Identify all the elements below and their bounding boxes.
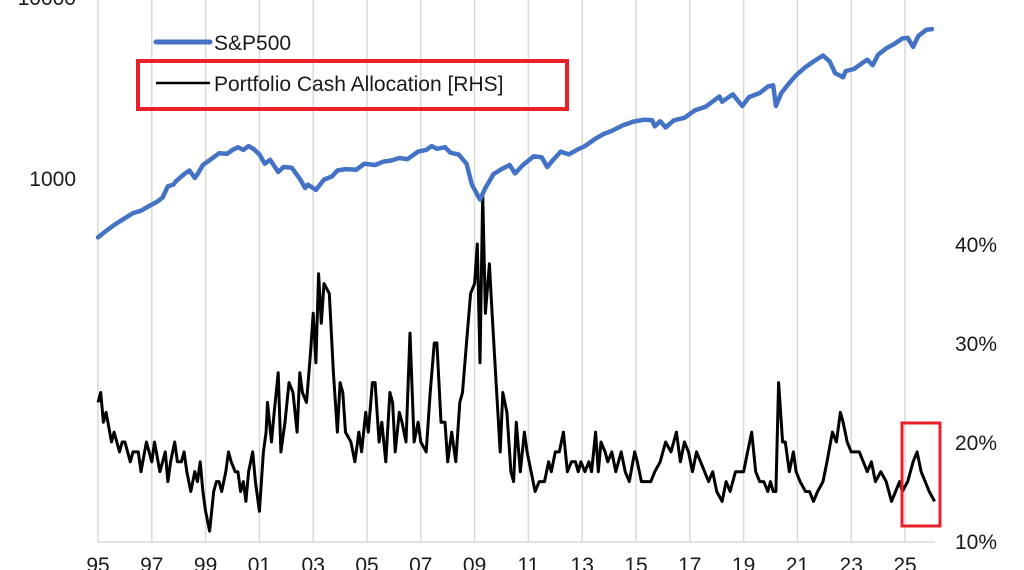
x-tick-label: 15 xyxy=(624,554,647,570)
legend: S&P500 Portfolio Cash Allocation [RHS] xyxy=(153,32,503,96)
series-line-sp500 xyxy=(95,26,935,240)
series-line-portfolio-cash-allocation xyxy=(96,193,936,533)
x-tick-label: 03 xyxy=(302,554,325,570)
x-tick-label: 19 xyxy=(732,554,755,570)
legend-label-portfolio-cash: Portfolio Cash Allocation [RHS] xyxy=(214,73,503,96)
right-axis-tick-labels: 40% 30% 20% 10% xyxy=(955,234,997,554)
x-tick-label: 95 xyxy=(86,554,109,570)
x-tick-label: 09 xyxy=(463,554,486,570)
x-tick-label: 25 xyxy=(893,554,916,570)
highlight-box-legend xyxy=(136,59,569,111)
x-tick-label: 97 xyxy=(140,554,163,570)
x-tick-label: 13 xyxy=(571,554,594,570)
right-tick-label: 40% xyxy=(955,234,997,257)
right-tick-label: 30% xyxy=(955,333,997,356)
vertical-gridlines xyxy=(97,0,906,542)
x-tick-label: 21 xyxy=(786,554,809,570)
x-tick-label: 17 xyxy=(678,554,701,570)
left-tick-label: 10000 xyxy=(18,0,76,10)
x-tick-label: 01 xyxy=(248,554,271,570)
x-tick-label: 11 xyxy=(517,554,539,570)
right-tick-label: 20% xyxy=(955,432,997,455)
right-tick-label: 10% xyxy=(955,531,997,554)
x-axis-tick-labels: 95 97 99 01 03 05 07 09 11 13 15 17 19 21 23 25 xyxy=(86,554,916,570)
x-tick-label: 23 xyxy=(840,554,863,570)
x-tick-label: 05 xyxy=(355,554,378,570)
left-axis-tick-labels: 10000 1000 xyxy=(18,0,76,191)
x-tick-label: 99 xyxy=(194,554,217,570)
legend-label-sp500: S&P500 xyxy=(214,32,291,55)
highlight-box-latest-cash xyxy=(900,421,942,528)
x-tick-label: 07 xyxy=(409,554,432,570)
left-tick-label: 1000 xyxy=(29,168,76,191)
